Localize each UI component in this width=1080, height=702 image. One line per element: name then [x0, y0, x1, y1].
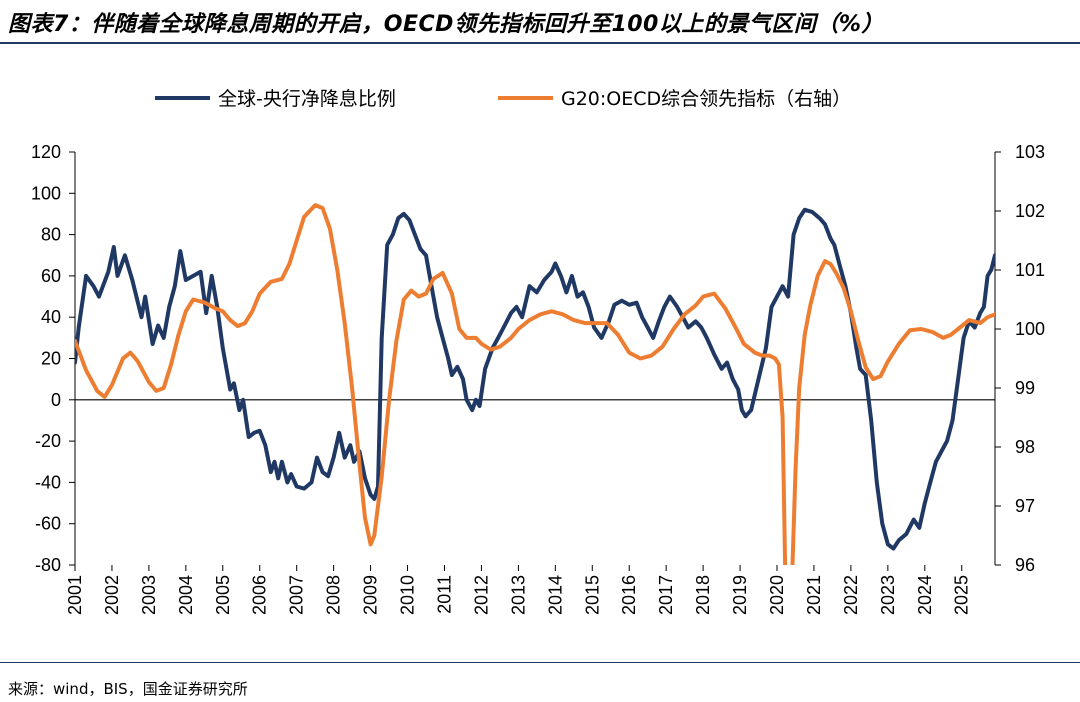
x-tick-label: 2007	[287, 575, 307, 615]
x-tick-label: 2018	[693, 575, 713, 615]
x-tick-label: 2014	[545, 575, 565, 615]
legend-label-net-rate-cut: 全球-央行净降息比例	[218, 88, 396, 110]
x-tick-label: 2015	[582, 575, 602, 615]
right-tick-label: 103	[1015, 142, 1045, 162]
left-tick-label: 40	[41, 307, 61, 327]
x-tick-label: 2020	[767, 575, 787, 615]
chart-legend: 全球-央行净降息比例 G20:OECD综合领先指标（右轴）	[155, 88, 851, 110]
left-tick-label: -80	[35, 555, 61, 575]
right-tick-label: 101	[1015, 260, 1045, 280]
left-tick-label: 60	[41, 266, 61, 286]
legend-label-oecd-cli: G20:OECD综合领先指标（右轴）	[561, 88, 851, 110]
x-tick-label: 2003	[139, 575, 159, 615]
source-note: 来源：wind，BIS，国金证券研究所	[8, 680, 248, 698]
series-line-net-rate-cut	[75, 207, 995, 551]
right-tick-label: 97	[1015, 496, 1035, 516]
x-tick-label: 2013	[508, 575, 528, 615]
right-tick-label: 96	[1015, 555, 1035, 575]
dual-axis-line-chart: 全球-央行净降息比例 G20:OECD综合领先指标（右轴） 120 100 80 60…	[31, 88, 1045, 615]
left-tick-label: 80	[41, 225, 61, 245]
x-tick-label: 2017	[656, 575, 676, 615]
right-tick-label: 99	[1015, 378, 1035, 398]
right-tick-label: 98	[1015, 437, 1035, 457]
x-tick-label: 2002	[102, 575, 122, 615]
figure-title: 图表7：伴随着全球降息周期的开启，OECD领先指标回升至100以上的景气区间（%…	[8, 12, 884, 37]
x-tick-label: 2009	[361, 575, 381, 615]
x-tick-label: 2022	[841, 575, 861, 615]
x-tick-label: 2023	[878, 575, 898, 615]
x-tick-label: 2012	[471, 575, 491, 615]
x-tick-label: 2005	[213, 575, 233, 615]
x-tick-label: 2016	[619, 575, 639, 615]
left-tick-label: -20	[35, 431, 61, 451]
x-tick-label: 2008	[324, 575, 344, 615]
x-tick-label: 2019	[730, 575, 750, 615]
left-tick-label: 120	[31, 142, 61, 162]
left-tick-label: 20	[41, 349, 61, 369]
left-tick-label: 100	[31, 183, 61, 203]
x-tick-label: 2006	[250, 575, 270, 615]
x-tick-label: 2024	[915, 575, 935, 615]
right-tick-label: 102	[1015, 201, 1045, 221]
left-tick-label: -40	[35, 472, 61, 492]
title-rule	[0, 42, 1080, 44]
x-tick-label: 2021	[804, 575, 824, 615]
x-tick-label: 2004	[176, 575, 196, 615]
x-tick-label: 2025	[952, 575, 972, 615]
right-tick-label: 100	[1015, 319, 1045, 339]
x-tick-label: 2010	[398, 575, 418, 615]
x-tick-label: 2011	[434, 575, 454, 614]
footer-rule	[0, 662, 1080, 663]
left-tick-label: -60	[35, 514, 61, 534]
series-line-oecd-cli	[75, 203, 995, 565]
x-tick-label: 2001	[65, 575, 85, 615]
chart-axes: 120 100 80 60 40 20 0 -20 -40 -60 -80 103 102 101 100 9…	[31, 142, 1045, 615]
left-tick-label: 0	[51, 390, 61, 410]
plot-area	[75, 203, 995, 565]
